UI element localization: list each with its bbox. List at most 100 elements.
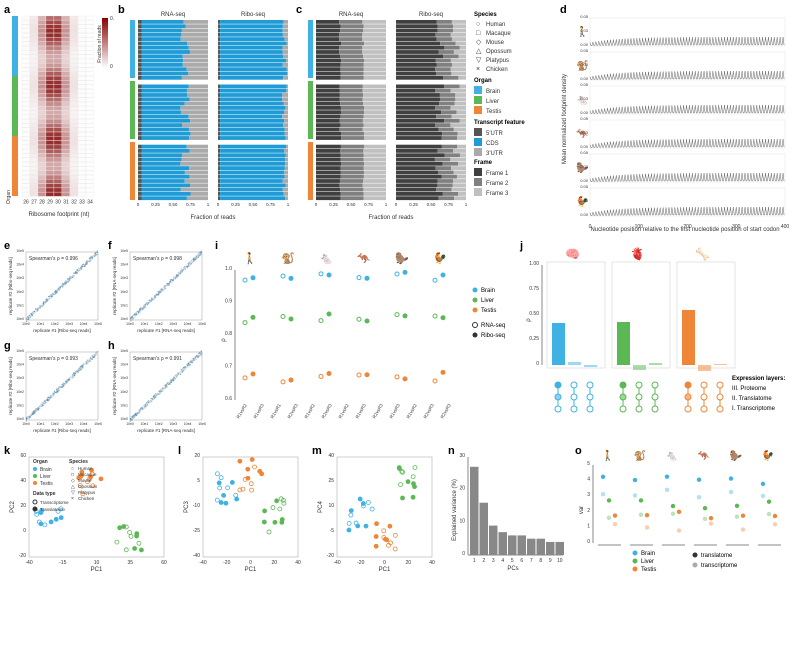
svg-text:R1vsR2: R1vsR2	[338, 403, 351, 420]
svg-text:replicate #2 [Ribo-seq reads]: replicate #2 [Ribo-seq reads]	[8, 257, 13, 315]
b-title-l: RNA-seq	[161, 12, 185, 18]
svg-text:Brain: Brain	[481, 288, 495, 294]
heat-top: 0.6	[110, 16, 114, 22]
svg-text:Mouse: Mouse	[486, 40, 505, 46]
svg-text:◇: ◇	[476, 39, 482, 46]
svg-text:Translatome: Translatome	[40, 507, 65, 512]
svg-text:0.05: 0.05	[580, 184, 589, 189]
svg-text:20: 20	[20, 503, 26, 509]
svg-text:30: 30	[459, 453, 465, 459]
b-xlabel: Fraction of reads	[190, 215, 235, 221]
svg-text:0.75: 0.75	[529, 286, 539, 292]
chart-i: 🚶🐒🐁🦘🦫🐓 0.60.70.80.91.0 ρ R1vsR2R1vsR3R1v…	[215, 240, 515, 435]
leg-features: 5'UTRCDS3'UTR	[474, 128, 503, 157]
svg-text:PC1: PC1	[379, 567, 391, 573]
svg-text:0.25: 0.25	[231, 202, 240, 207]
svg-text:R1vsR2: R1vsR2	[406, 403, 419, 420]
panel-f: fSpearman's ρ = 0.998replicate #1 [RNA-s…	[108, 240, 208, 335]
svg-text:0.9: 0.9	[225, 299, 232, 305]
svg-text:0.50: 0.50	[169, 202, 178, 207]
j-layer-2: II. Translatome	[732, 396, 772, 402]
svg-text:5: 5	[587, 461, 590, 467]
svg-text:10e1: 10e1	[141, 422, 149, 426]
svg-text:40: 40	[328, 453, 334, 459]
svg-text:40: 40	[429, 560, 435, 566]
svg-text:26: 26	[23, 200, 29, 206]
j-layers-title: Expression layers:	[732, 376, 785, 382]
svg-text:10: 10	[459, 518, 465, 524]
svg-text:Ribo-seq: Ribo-seq	[481, 333, 505, 339]
j-yticks: 00.250.500.751.00	[529, 261, 539, 367]
svg-text:34: 34	[87, 200, 93, 206]
label-k: k	[4, 445, 10, 457]
leg-species: ○Human□Macaque◇Mouse△Opossum▽Platypus×Ch…	[476, 21, 512, 73]
svg-text:🦘: 🦘	[698, 450, 711, 462]
svg-text:30: 30	[55, 200, 61, 206]
svg-text:0.7: 0.7	[225, 364, 232, 370]
svg-text:3'UTR: 3'UTR	[486, 151, 503, 157]
label-g: g	[4, 340, 11, 352]
chart-j: 🧠 🫀 🦴 ρ 00.250.500.751.00 Expression lay…	[520, 240, 795, 435]
svg-text:0.6: 0.6	[225, 396, 232, 402]
svg-text:R2vsR3: R2vsR3	[423, 403, 436, 420]
svg-text:Liver: Liver	[40, 474, 51, 480]
i-xticks: R1vsR2R1vsR3R1vsR1R2vsR3R1vsR2R2vsR3R1vs…	[236, 403, 453, 420]
svg-text:-20: -20	[19, 553, 26, 559]
svg-text:-15: -15	[59, 560, 66, 566]
svg-text:0: 0	[383, 560, 386, 566]
svg-text:Chicken: Chicken	[486, 67, 508, 73]
svg-text:replicate #2 [RNA-seq reads]: replicate #2 [RNA-seq reads]	[112, 357, 117, 415]
svg-text:10e3: 10e3	[120, 276, 128, 280]
svg-text:0.25: 0.25	[529, 336, 539, 342]
o-points: 012345🚶🐒🐁🦘🦫🐓	[587, 449, 781, 545]
svg-text:replicate #2 [RNA-seq reads]: replicate #2 [RNA-seq reads]	[112, 257, 117, 315]
label-e: e	[4, 240, 10, 252]
svg-text:Opossum: Opossum	[486, 49, 512, 55]
svg-text:10e5: 10e5	[16, 349, 24, 353]
leg-frame-title: Frame	[474, 160, 493, 166]
svg-text:1: 1	[287, 202, 290, 207]
svg-text:10e1: 10e1	[37, 322, 45, 326]
svg-text:32: 32	[71, 200, 77, 206]
panel-o: o 012345🚶🐒🐁🦘🦫🐓 var Brain Liver Testis tr…	[575, 445, 795, 575]
d-xlabel: Nucleotide position relative to the firs…	[590, 227, 779, 233]
svg-text:10e4: 10e4	[184, 322, 192, 326]
svg-text:×: ×	[71, 496, 74, 502]
j-diagrams	[555, 382, 723, 412]
svg-text:0: 0	[217, 202, 220, 207]
svg-text:Opossum: Opossum	[78, 484, 98, 489]
svg-text:0.50: 0.50	[427, 202, 436, 207]
svg-text:🐁: 🐁	[666, 451, 678, 462]
i-legend: Brain Liver Testis RNA-seq Ribo-seq	[473, 288, 506, 340]
svg-text:400: 400	[781, 224, 790, 230]
svg-text:28: 28	[39, 200, 45, 206]
svg-text:0.00: 0.00	[580, 110, 589, 115]
svg-text:27: 27	[31, 200, 37, 206]
profiles-d: 🚶0.000.030.05🐒0.000.030.05🐁0.000.030.05🦘…	[560, 4, 795, 234]
d-ylabel: Mean normalized footprint density	[562, 74, 568, 164]
svg-text:Liver: Liver	[481, 298, 494, 304]
svg-text:0.75: 0.75	[186, 202, 195, 207]
svg-text:Transcriptome: Transcriptome	[40, 500, 69, 505]
svg-text:🐒: 🐒	[634, 449, 646, 462]
svg-text:10e4: 10e4	[80, 322, 88, 326]
svg-text:-5: -5	[330, 528, 335, 534]
svg-text:10e0: 10e0	[22, 422, 30, 426]
svg-text:10e3: 10e3	[16, 276, 24, 280]
svg-text:Spearman's ρ = 0.993: Spearman's ρ = 0.993	[29, 356, 78, 362]
svg-text:PC4: PC4	[318, 501, 324, 513]
label-i: i	[215, 240, 218, 252]
svg-text:🫀: 🫀	[630, 247, 645, 261]
label-c: c	[296, 4, 302, 16]
leg-organs: BrainLiverTestis	[474, 86, 501, 115]
svg-text:0: 0	[462, 551, 465, 557]
svg-text:10e0: 10e0	[120, 317, 128, 321]
leg-frames: Frame 1Frame 2Frame 3	[474, 168, 509, 197]
svg-text:Brain: Brain	[641, 551, 655, 557]
svg-text:10e4: 10e4	[16, 263, 24, 267]
svg-text:1: 1	[207, 202, 210, 207]
svg-text:10e2: 10e2	[155, 322, 163, 326]
svg-text:replicate #2 [Ribo-seq reads]: replicate #2 [Ribo-seq reads]	[8, 357, 13, 415]
svg-text:▽: ▽	[476, 57, 482, 64]
svg-text:PC1: PC1	[245, 567, 257, 573]
